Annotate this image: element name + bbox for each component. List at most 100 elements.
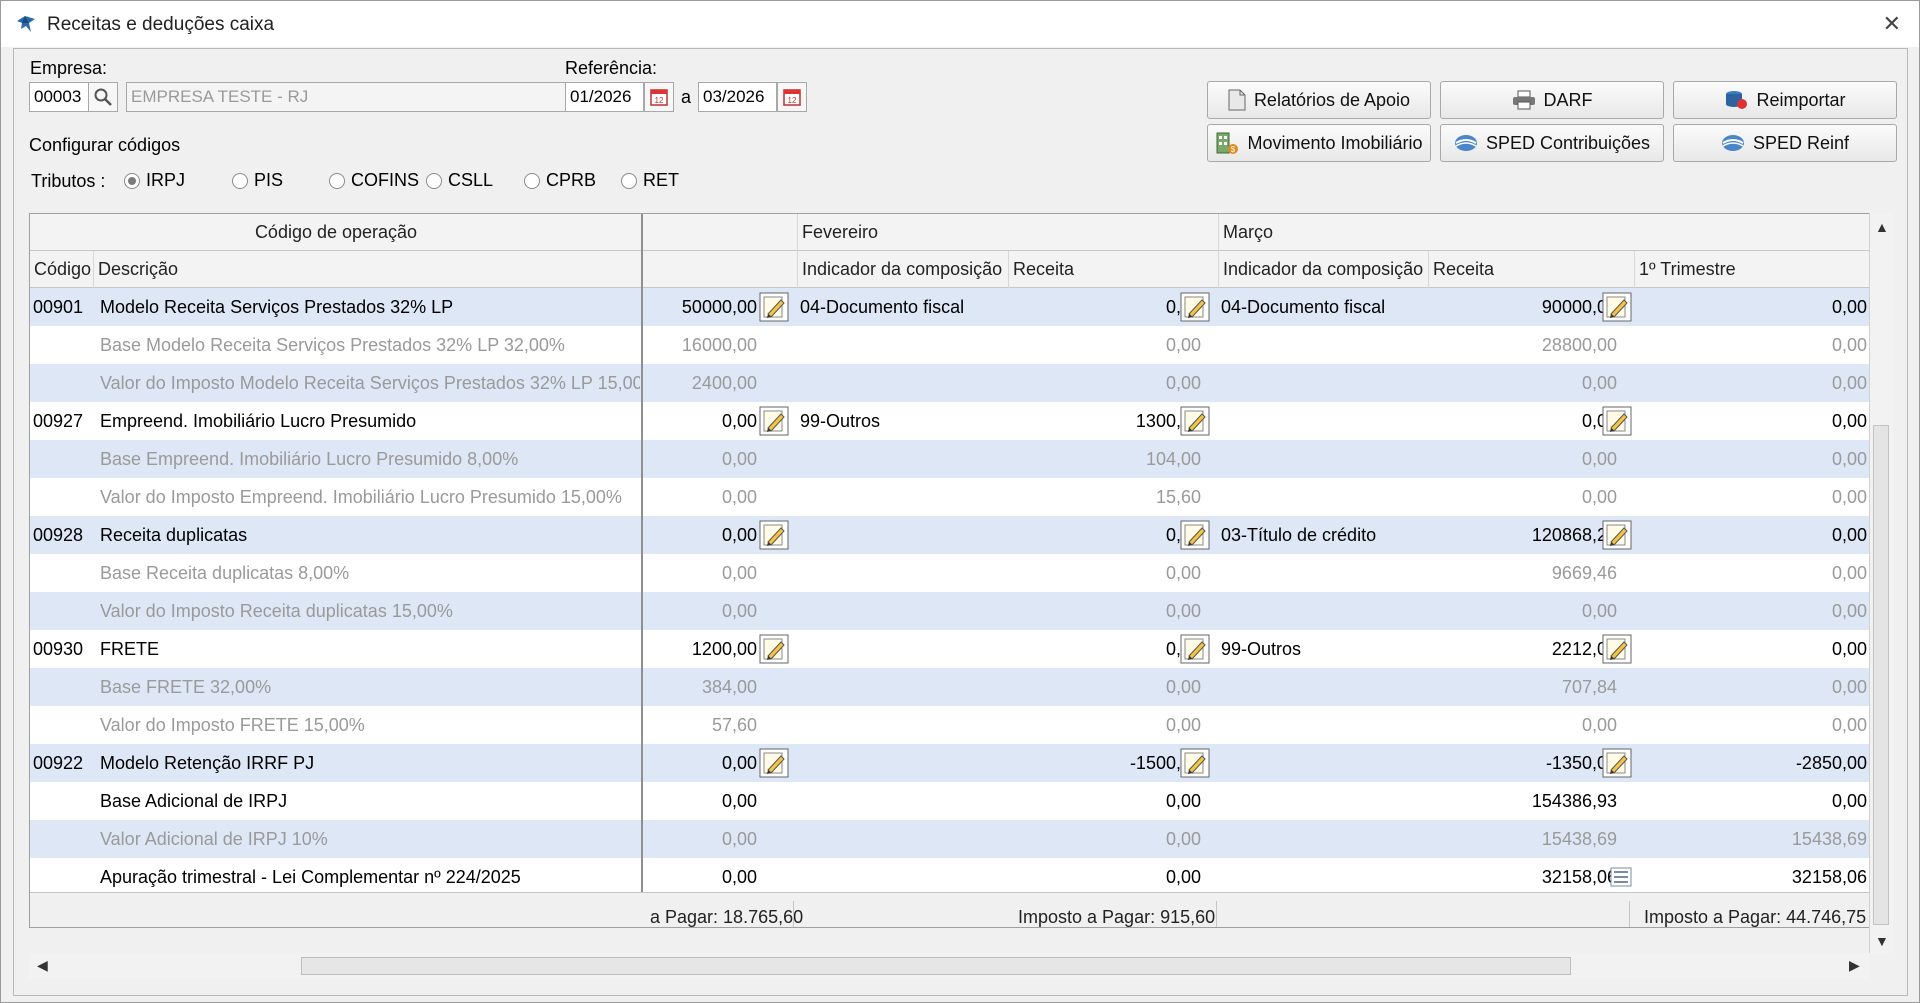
cell-valor-jan[interactable]: 1200,00 <box>691 639 757 659</box>
cell-receita-fev[interactable]: 0,00 <box>1165 373 1201 393</box>
cell-indicador-mar[interactable] <box>1221 364 1426 402</box>
cell-valor-jan[interactable]: 0,00 <box>721 411 757 431</box>
cell-valor-jan[interactable]: 50000,00 <box>681 297 757 317</box>
cell-receita-fev[interactable]: 15,60 <box>1155 487 1201 507</box>
cell-indicador-fev[interactable] <box>800 668 1005 706</box>
cell-indicador-mar[interactable] <box>1221 402 1426 440</box>
edit-note-icon[interactable] <box>1180 292 1210 322</box>
radio-circle[interactable] <box>329 172 345 189</box>
cell-indicador-mar[interactable] <box>1221 706 1426 744</box>
cell-receita-mar[interactable]: 0,00 <box>1581 411 1617 431</box>
table-row[interactable]: Base Adicional de IRPJ 0,00 0,00 154386,93 0… <box>30 782 1870 820</box>
cell-receita-mar[interactable]: 120868,26 <box>1531 525 1617 545</box>
cell-valor-jan[interactable]: 0,00 <box>721 829 757 849</box>
cell-receita-mar[interactable]: 90000,00 <box>1541 297 1617 317</box>
cell-receita-fev[interactable]: 1300,00 <box>1135 411 1201 431</box>
edit-note-icon[interactable] <box>1602 634 1632 664</box>
radio-circle[interactable] <box>124 172 140 189</box>
horizontal-scroll-thumb[interactable] <box>301 957 1571 975</box>
cell-valor-jan[interactable]: 57,60 <box>711 715 757 735</box>
ref-end-input[interactable] <box>698 82 777 112</box>
cell-indicador-mar[interactable]: 04-Documento fiscal <box>1221 297 1386 317</box>
reimportar-button[interactable]: Reimportar <box>1673 81 1897 119</box>
cell-valor-jan[interactable]: 16000,00 <box>681 335 757 355</box>
vertical-scrollbar[interactable]: ▲ ▼ <box>1869 213 1893 953</box>
empresa-search-button[interactable] <box>88 82 118 112</box>
cell-valor-jan[interactable]: 0,00 <box>721 791 757 811</box>
cell-receita-fev[interactable]: 0,00 <box>1165 677 1201 697</box>
cell-receita-mar[interactable]: 0,00 <box>1581 601 1617 621</box>
cell-indicador-fev[interactable]: 04-Documento fiscal <box>800 297 965 317</box>
cell-receita-fev[interactable]: 0,00 <box>1009 630 1201 668</box>
edit-note-icon[interactable] <box>759 520 789 550</box>
col-trimestre[interactable]: 1º Trimestre <box>1639 259 1736 279</box>
cell-indicador-mar[interactable] <box>1221 478 1426 516</box>
cell-receita-fev[interactable]: 0,00 <box>1165 791 1201 811</box>
tributo-radio-irpj[interactable]: IRPJ <box>124 170 185 191</box>
edit-note-icon[interactable] <box>1180 634 1210 664</box>
cell-receita-fev[interactable]: 0,00 <box>1165 563 1201 583</box>
cell-indicador-fev[interactable] <box>800 516 1005 554</box>
movimento-imobiliario-button[interactable]: $ Movimento Imobiliário <box>1207 124 1431 162</box>
tributo-radio-pis[interactable]: PIS <box>232 170 283 191</box>
tributo-radio-csll[interactable]: CSLL <box>426 170 493 191</box>
cell-indicador-mar[interactable] <box>1221 668 1426 706</box>
cell-receita-mar[interactable]: 28800,00 <box>1541 335 1617 355</box>
edit-note-icon[interactable] <box>1602 406 1632 436</box>
table-row[interactable]: Valor do Imposto FRETE 15,00% 57,60 0,00 0,… <box>30 706 1870 744</box>
cell-indicador-fev[interactable]: 99-Outros <box>800 411 881 431</box>
cell-receita-mar[interactable]: 15438,69 <box>1541 829 1617 849</box>
col-codigo[interactable]: Código <box>30 251 94 288</box>
empresa-code-input[interactable] <box>29 82 89 112</box>
cell-valor-jan[interactable]: 0,00 <box>721 867 757 887</box>
edit-note-icon[interactable] <box>1602 292 1632 322</box>
cell-indicador-mar[interactable] <box>1221 782 1426 820</box>
cell-receita-fev[interactable]: -1500,00 <box>1129 753 1201 773</box>
cell-receita-mar[interactable]: 154386,93 <box>1531 791 1617 811</box>
radio-circle[interactable] <box>524 172 540 189</box>
cell-indicador-mar[interactable] <box>1221 440 1426 478</box>
horizontal-scrollbar[interactable]: ◀ ▶ <box>29 953 1869 979</box>
table-row[interactable]: Base Receita duplicatas 8,00% 0,00 0,00 966… <box>30 554 1870 592</box>
cell-valor-jan[interactable]: 0,00 <box>721 601 757 621</box>
cell-valor-jan[interactable]: 2400,00 <box>691 373 757 393</box>
col-indicador-mar[interactable]: Indicador da composição <box>1219 251 1429 288</box>
cell-receita-fev[interactable]: 0,00 <box>1165 601 1201 621</box>
table-row[interactable]: 00901 Modelo Receita Serviços Prestados 3… <box>30 288 1870 326</box>
col-receita-mar[interactable]: Receita <box>1429 251 1635 288</box>
list-detail-icon[interactable] <box>1610 867 1632 887</box>
tributo-radio-cprb[interactable]: CPRB <box>524 170 596 191</box>
tributo-radio-ret[interactable]: RET <box>621 170 679 191</box>
scroll-up-icon[interactable]: ▲ <box>1875 219 1889 235</box>
cell-indicador-fev[interactable] <box>800 744 1005 782</box>
cell-valor-jan[interactable]: 0,00 <box>721 487 757 507</box>
cell-indicador-fev[interactable] <box>800 858 1005 896</box>
table-row[interactable]: Valor do Imposto Empreend. Imobiliário L… <box>30 478 1870 516</box>
sped-contribuicoes-button[interactable]: SPED Contribuições <box>1440 124 1664 162</box>
table-row[interactable]: Valor do Imposto Receita duplicatas 15,0… <box>30 592 1870 630</box>
relatorios-apoio-button[interactable]: Relatórios de Apoio <box>1207 81 1431 119</box>
cell-valor-jan[interactable]: 0,00 <box>721 563 757 583</box>
close-icon[interactable]: ✕ <box>1882 11 1901 36</box>
table-row[interactable]: Base FRETE 32,00% 384,00 0,00 707,84 0,00 <box>30 668 1870 706</box>
table-row[interactable]: 00922 Modelo Retenção IRRF PJ 0,00 -1500,00… <box>30 744 1870 782</box>
edit-note-icon[interactable] <box>1180 406 1210 436</box>
cell-indicador-fev[interactable] <box>800 706 1005 744</box>
darf-button[interactable]: DARF <box>1440 81 1664 119</box>
scroll-left-icon[interactable]: ◀ <box>37 957 48 973</box>
cell-indicador-mar[interactable] <box>1221 554 1426 592</box>
radio-circle[interactable] <box>426 172 442 189</box>
cell-receita-mar[interactable]: 32158,06 <box>1541 867 1617 887</box>
cell-receita-fev[interactable]: 0,00 <box>1165 335 1201 355</box>
cell-receita-mar[interactable]: 707,84 <box>1561 677 1617 697</box>
edit-note-icon[interactable] <box>759 634 789 664</box>
table-row[interactable]: Valor Adicional de IRPJ 10% 0,00 0,00 15438… <box>30 820 1870 858</box>
cell-receita-mar[interactable]: 0,00 <box>1581 373 1617 393</box>
cell-valor-jan[interactable]: 0,00 <box>721 753 757 773</box>
cell-receita-mar[interactable]: 9669,46 <box>1551 563 1617 583</box>
table-row[interactable]: 00930 FRETE 1200,00 0,00 99-Outros 2212,00 0,0… <box>30 630 1870 668</box>
cell-indicador-fev[interactable] <box>800 364 1005 402</box>
edit-note-icon[interactable] <box>1602 748 1632 778</box>
cell-indicador-mar[interactable] <box>1221 326 1426 364</box>
table-row[interactable]: Apuração trimestral - Lei Complementar n… <box>30 858 1870 896</box>
